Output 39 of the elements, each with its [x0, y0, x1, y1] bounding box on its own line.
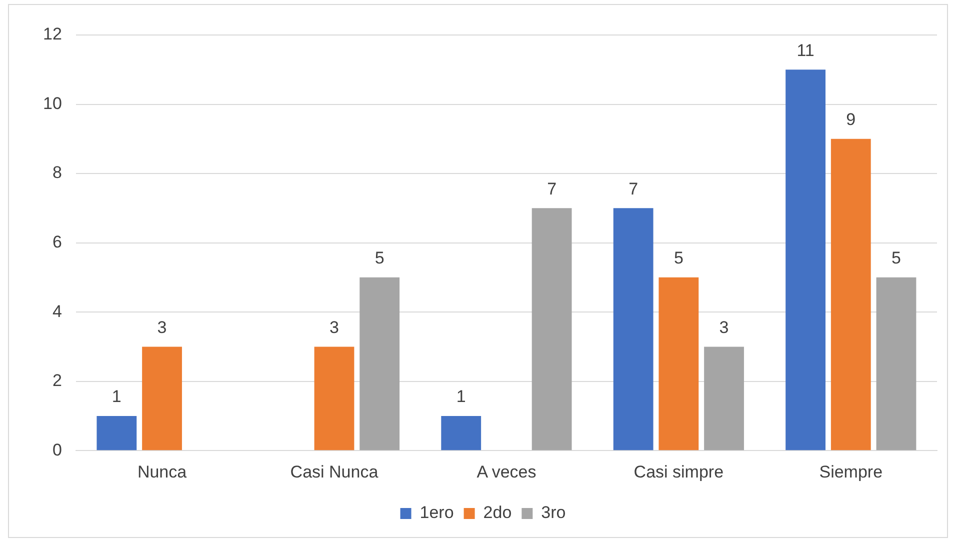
data-label: 5	[374, 248, 384, 268]
bar	[786, 70, 826, 450]
data-label: 3	[719, 318, 729, 337]
data-label: 5	[892, 248, 901, 268]
data-label: 1	[456, 387, 466, 406]
legend-label: 1ero	[420, 503, 454, 522]
x-tick-label: Casi simpre	[634, 462, 724, 482]
bar	[360, 277, 400, 450]
y-tick-label: 0	[52, 440, 62, 460]
data-label: 7	[628, 179, 638, 198]
bar	[142, 346, 182, 450]
bar	[830, 138, 871, 450]
y-tick-label: 8	[52, 163, 62, 182]
data-label: 7	[547, 179, 557, 198]
y-tick-label: 12	[42, 24, 62, 44]
bar	[658, 277, 699, 450]
x-tick-label: Nunca	[137, 462, 188, 482]
bar	[704, 346, 744, 450]
legend-label: 3ro	[541, 503, 566, 522]
bar	[876, 277, 916, 450]
y-tick-label: 6	[52, 232, 62, 252]
x-tick-label: Siempre	[819, 462, 883, 482]
bar	[96, 416, 137, 450]
bar	[441, 416, 482, 450]
data-label: 5	[674, 248, 684, 268]
bar	[532, 208, 572, 450]
legend-label: 2do	[483, 503, 512, 522]
data-label: 9	[846, 110, 856, 130]
x-tick-label: Casi Nunca	[290, 462, 379, 482]
bar	[613, 208, 654, 450]
data-label: 1	[112, 387, 122, 406]
data-label: 3	[157, 318, 167, 337]
y-tick-label: 2	[52, 371, 62, 390]
data-label: 3	[330, 318, 339, 337]
y-tick-label: 10	[42, 94, 62, 113]
y-tick-label: 4	[52, 302, 62, 321]
bar	[314, 346, 354, 450]
data-label: 11	[796, 40, 814, 60]
x-tick-label: A veces	[476, 462, 536, 482]
